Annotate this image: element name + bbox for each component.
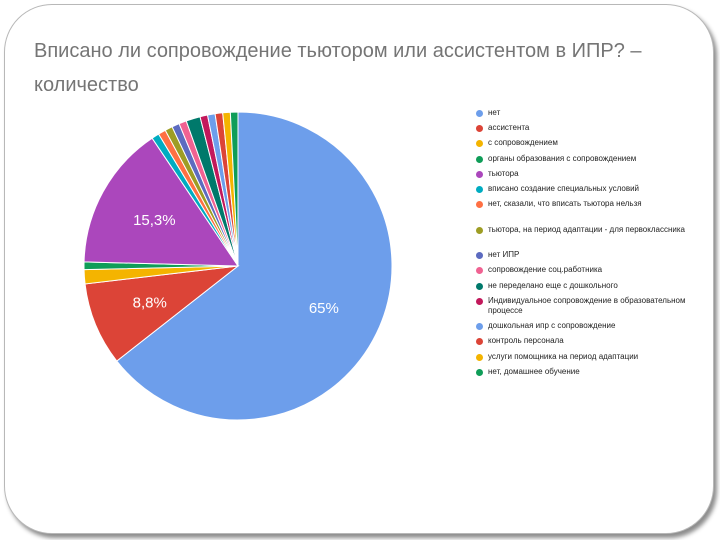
legend-swatch	[476, 368, 483, 376]
slide-title: Вписано ли сопровождение тьютором или ас…	[34, 40, 642, 96]
legend-label: нет	[488, 108, 501, 117]
legend-label: вписано создание специальных условий	[488, 183, 640, 193]
legend-label: Индивидуальное сопровождение в образоват…	[488, 295, 686, 316]
pie-slice-2	[84, 265, 240, 362]
legend-item: органы образования с сопровождением	[476, 154, 706, 169]
legend-swatch	[476, 170, 483, 178]
legend-item: контроль персонала	[476, 336, 706, 351]
legend-item: нет, сказали, что вписать тьютора нельзя	[476, 199, 706, 225]
legend-item: сопровождение соц.работника	[476, 265, 706, 280]
pie-data-label-2: 8,8%	[133, 294, 167, 311]
legend-label: ассистента	[488, 123, 530, 133]
legend-item: нет ИПР	[476, 250, 706, 265]
legend-label: нет, сказали, что вписать тьютора нельзя	[488, 199, 642, 209]
legend-item: ассистента	[476, 123, 706, 138]
legend-label: тьютора	[488, 168, 519, 178]
legend-label: с сопровождением	[488, 138, 558, 148]
chart-legend: нет ассистента с сопровождением органы обра…	[476, 108, 706, 382]
legend-swatch	[476, 338, 483, 346]
legend-item: вписано создание специальных условий	[476, 184, 706, 199]
legend-label: не переделано еще с дошкольного	[488, 280, 618, 290]
legend-item: тьютора, на период адаптации - для перво…	[476, 225, 706, 251]
pie-slice-1	[116, 111, 393, 421]
pie-slices	[83, 111, 393, 421]
legend-swatch	[476, 267, 483, 275]
legend-item: тьютора	[476, 169, 706, 184]
legend-label: нет ИПР	[488, 250, 520, 260]
legend-label: органы образования с сопровождением	[488, 153, 637, 163]
legend-swatch	[476, 140, 483, 148]
legend-item: нет, домашнее обучение	[476, 367, 706, 382]
legend-swatch	[476, 125, 483, 133]
legend-swatch	[476, 110, 483, 117]
pie-slice-16	[229, 111, 239, 267]
legend-item: не переделано еще с дошкольного	[476, 281, 706, 296]
legend-label: сопровождение соц.работника	[488, 265, 603, 275]
legend-item: нет	[476, 108, 706, 123]
legend-swatch	[476, 353, 483, 361]
legend-swatch	[476, 297, 483, 305]
legend-label: нет, домашнее обучение	[488, 366, 580, 376]
pie-slice-5	[83, 137, 239, 267]
legend-swatch	[476, 226, 483, 234]
legend-item: услуги помощника на период адаптации	[476, 352, 706, 367]
legend-swatch	[476, 201, 483, 209]
legend-swatch	[476, 185, 483, 193]
legend-label: контроль персонала	[488, 336, 564, 346]
legend-item: Индивидуальное сопровождение в образоват…	[476, 296, 706, 322]
pie-data-label-5: 15,3%	[133, 212, 176, 229]
legend-item: с сопровождением	[476, 138, 706, 153]
legend-item: дошкольная ипр с сопровождение	[476, 321, 706, 336]
legend-swatch	[476, 252, 483, 260]
legend-swatch	[476, 323, 483, 331]
legend-swatch	[476, 155, 483, 163]
legend-label: тьютора, на период адаптации - для перво…	[488, 224, 685, 234]
pie-data-label-1: 65%	[309, 300, 339, 317]
legend-swatch	[476, 282, 483, 290]
legend-label: услуги помощника на период адаптации	[488, 351, 639, 361]
legend-label: дошкольная ипр с сопровождение	[488, 321, 616, 331]
pie-data-labels: 65% 8,8% 15,3%	[133, 212, 339, 317]
